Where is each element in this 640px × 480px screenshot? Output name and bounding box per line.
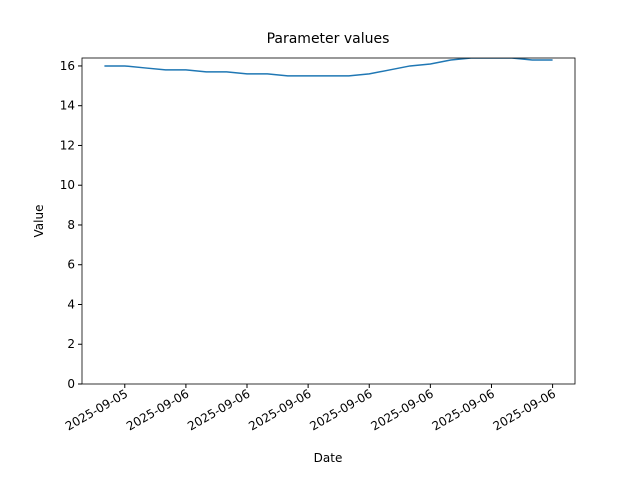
- y-tick-label: 16: [60, 59, 75, 73]
- chart-title: Parameter values: [267, 31, 390, 47]
- plot-frame: [81, 57, 576, 385]
- y-tick-label: 14: [60, 99, 75, 113]
- y-tick-label: 12: [60, 138, 75, 152]
- y-tick-label: 6: [67, 258, 75, 272]
- y-tick-label: 4: [67, 297, 75, 311]
- x-tick-label: 2025-09-05: [63, 386, 130, 433]
- x-tick-label: 2025-09-06: [307, 386, 374, 433]
- x-tick-label: 2025-09-06: [246, 386, 313, 433]
- x-tick-label: 2025-09-06: [430, 386, 497, 433]
- y-tick-label: 8: [67, 218, 75, 232]
- x-tick-label: 2025-09-06: [368, 386, 435, 433]
- y-axis-label: Value: [32, 205, 46, 238]
- x-axis-label: Date: [314, 451, 343, 465]
- x-tick-label: 2025-09-06: [185, 386, 252, 433]
- x-tick-label: 2025-09-06: [491, 386, 558, 433]
- y-tick-label: 0: [67, 377, 75, 391]
- y-tick-label: 2: [67, 337, 75, 351]
- data-line: [104, 58, 553, 77]
- x-tick-label: 2025-09-06: [124, 386, 191, 433]
- y-tick-label: 10: [60, 178, 75, 192]
